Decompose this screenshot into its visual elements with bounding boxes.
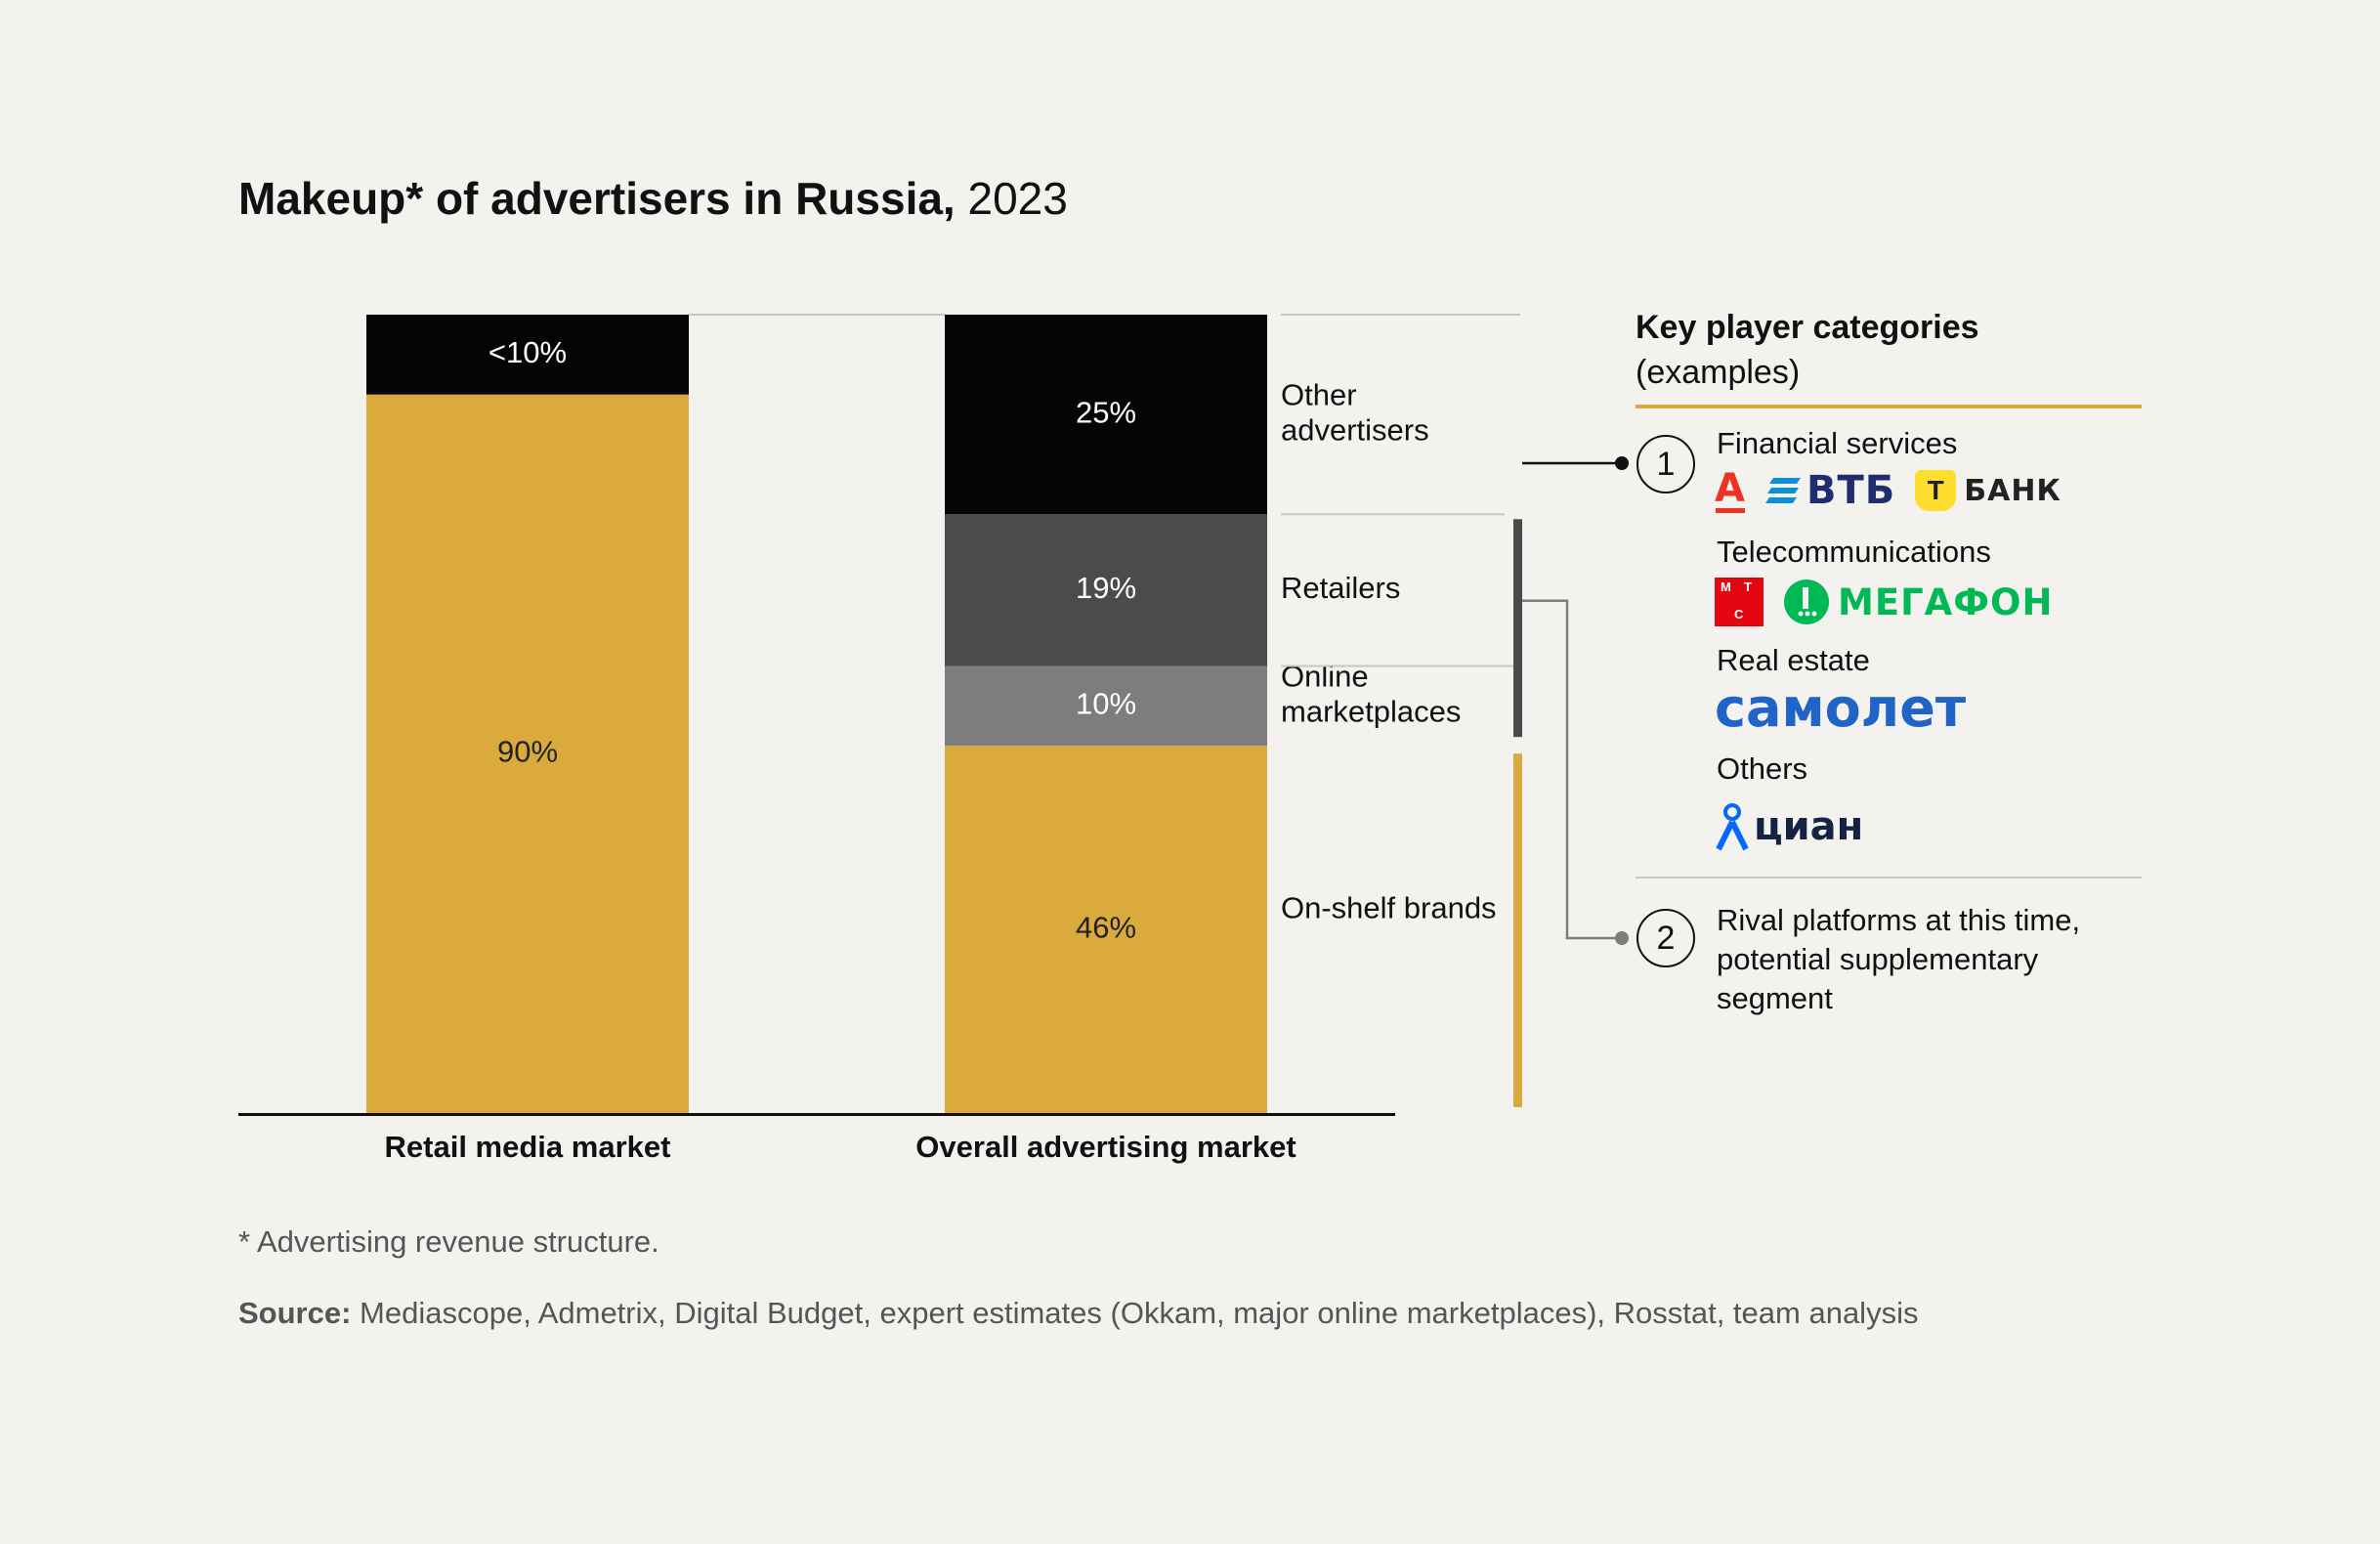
segment-label: advertisers (1281, 412, 1429, 447)
x-tick-label: Overall advertising market (915, 1130, 1296, 1164)
segment-label: marketplaces (1281, 695, 1461, 729)
bar-segment (945, 514, 1267, 666)
megafon-logo: МЕГАФОН (1783, 579, 2053, 625)
t-bank-logo: Т БАНК (1915, 470, 2061, 511)
data-label: 10% (1076, 687, 1136, 721)
category-others: Others (1717, 751, 1808, 786)
alfa-bank-logo: А (1715, 465, 1746, 513)
source-note: Source: Mediascope, Admetrix, Digital Bu… (238, 1296, 1918, 1331)
rival-platforms-text: Rival platforms at this time, potential … (1717, 903, 2081, 1015)
segment-label: Other (1281, 377, 1357, 411)
category-telecommunications: Telecommunications (1717, 535, 1991, 569)
data-label: 25% (1076, 395, 1136, 429)
data-label: <10% (489, 335, 567, 369)
telecom-logos: М Т С МЕГАФОН (1715, 575, 2053, 629)
segment-label: Retailers (1281, 571, 1400, 605)
cian-logo: циан (1715, 802, 1863, 851)
chart-title: Makeup* of advertisers in Russia, 2023 (238, 172, 1068, 225)
key-players-top-rule (1636, 405, 2142, 408)
chart-title-year: 2023 (967, 173, 1068, 224)
vtb-logo: ВТБ (1764, 468, 1895, 513)
category-real-estate: Real estate (1717, 643, 1870, 677)
data-label: 19% (1076, 571, 1136, 605)
marker1-dot (1615, 456, 1629, 470)
marker2-dot (1615, 931, 1629, 945)
category-financial-services: Financial services (1717, 426, 1958, 460)
bar-segment (366, 394, 689, 1113)
segment-label: On-shelf brands (1281, 890, 1497, 924)
bracket-brands (1513, 753, 1522, 1107)
real-estate-logos: самолет (1715, 677, 1966, 739)
source-text: Mediascope, Admetrix, Digital Budget, ex… (351, 1296, 1919, 1330)
megafon-icon (1784, 579, 1829, 624)
t-bank-shield-icon: Т (1915, 470, 1957, 511)
x-tick-label: Retail media market (385, 1130, 671, 1164)
marker2-connector (1522, 599, 1622, 940)
source-label: Source: (238, 1296, 352, 1330)
mts-logo: М Т С (1715, 578, 1764, 626)
footnote: * Advertising revenue structure. (238, 1224, 659, 1259)
bar-segment (945, 315, 1267, 515)
key-players-title-line1: Key player categories (1636, 309, 1979, 346)
segment-label: Online (1281, 660, 1369, 694)
data-label: 90% (497, 735, 558, 769)
samolet-logo: самолет (1715, 676, 1967, 739)
vtb-stripes-icon (1764, 478, 1801, 503)
others-logos: циан (1715, 799, 1863, 854)
financial-logos: А ВТБ Т БАНК (1715, 463, 2061, 518)
cian-pin-icon (1716, 803, 1749, 851)
marker-1: 1 (1636, 435, 1695, 493)
bracket-retail (1513, 519, 1522, 738)
key-players-divider (1636, 877, 2142, 879)
chart-title-main: Makeup* of advertisers in Russia, (238, 173, 956, 224)
bar-segment (945, 746, 1267, 1113)
bar-segment (945, 665, 1267, 747)
marker-2: 2 (1636, 909, 1695, 967)
data-label: 46% (1076, 910, 1136, 944)
bar-segment (366, 315, 689, 395)
key-players-title-line2: (examples) (1636, 354, 1801, 391)
key-players-title: Key player categories (examples) (1636, 305, 1979, 395)
